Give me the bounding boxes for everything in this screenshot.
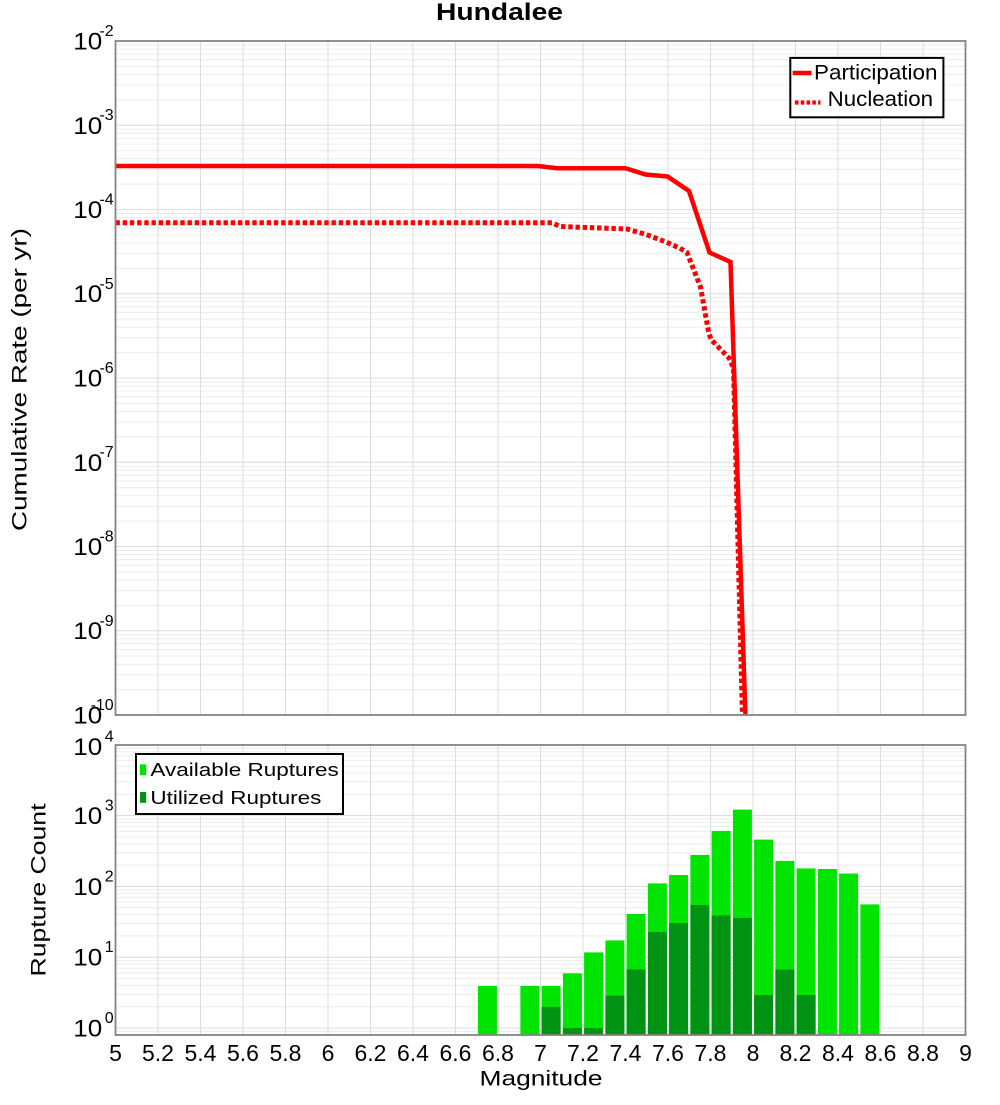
svg-text:5.8: 5.8 — [270, 1040, 302, 1066]
svg-text:10: 10 — [73, 534, 102, 561]
svg-text:10: 10 — [73, 703, 102, 730]
svg-text:-8: -8 — [99, 529, 113, 546]
svg-text:-5: -5 — [99, 276, 113, 293]
svg-text:10: 10 — [73, 197, 102, 224]
svg-text:6.8: 6.8 — [482, 1040, 514, 1066]
svg-text:7.6: 7.6 — [652, 1040, 684, 1066]
svg-text:-7: -7 — [99, 444, 113, 461]
svg-text:8.4: 8.4 — [822, 1040, 854, 1066]
svg-text:7.2: 7.2 — [567, 1040, 599, 1066]
svg-text:-9: -9 — [99, 613, 113, 630]
svg-text:Rupture Count: Rupture Count — [27, 803, 51, 976]
svg-text:5.2: 5.2 — [142, 1040, 174, 1066]
svg-text:Nucleation: Nucleation — [828, 87, 933, 111]
svg-text:10: 10 — [73, 29, 102, 56]
svg-text:10: 10 — [73, 803, 102, 830]
svg-text:3: 3 — [105, 798, 114, 815]
svg-text:Available Ruptures: Available Ruptures — [150, 759, 338, 780]
svg-text:Magnitude: Magnitude — [480, 1067, 603, 1091]
svg-text:7.8: 7.8 — [695, 1040, 727, 1066]
svg-text:7: 7 — [534, 1040, 547, 1066]
svg-text:5.6: 5.6 — [227, 1040, 259, 1066]
svg-text:Participation: Participation — [814, 61, 938, 85]
svg-text:8.6: 8.6 — [865, 1040, 897, 1066]
svg-text:8: 8 — [747, 1040, 760, 1066]
svg-text:1: 1 — [105, 939, 114, 956]
svg-text:10: 10 — [73, 618, 102, 645]
svg-text:10: 10 — [73, 874, 102, 901]
svg-text:10: 10 — [73, 945, 102, 972]
svg-text:-2: -2 — [99, 23, 113, 40]
svg-text:6.4: 6.4 — [397, 1040, 429, 1066]
svg-text:10: 10 — [73, 281, 102, 308]
svg-text:8.2: 8.2 — [780, 1040, 812, 1066]
svg-text:-4: -4 — [99, 192, 113, 209]
svg-text:6.2: 6.2 — [355, 1040, 387, 1066]
svg-text:5.4: 5.4 — [185, 1040, 217, 1066]
svg-text:Utilized Ruptures: Utilized Ruptures — [150, 787, 321, 808]
svg-text:-6: -6 — [99, 360, 113, 377]
svg-text:6: 6 — [322, 1040, 335, 1066]
svg-text:-3: -3 — [99, 107, 113, 124]
svg-text:Cumulative Rate (per yr): Cumulative Rate (per yr) — [8, 228, 32, 531]
svg-text:7.4: 7.4 — [610, 1040, 642, 1066]
svg-text:9: 9 — [959, 1040, 972, 1066]
svg-text:10: 10 — [73, 1016, 102, 1043]
svg-text:10: 10 — [73, 734, 102, 761]
svg-text:8.8: 8.8 — [907, 1040, 939, 1066]
svg-text:-10: -10 — [91, 697, 114, 714]
svg-text:4: 4 — [105, 728, 114, 745]
svg-text:10: 10 — [73, 366, 102, 393]
svg-text:5: 5 — [109, 1040, 122, 1066]
svg-text:2: 2 — [105, 869, 114, 886]
svg-text:6.6: 6.6 — [440, 1040, 472, 1066]
svg-text:10: 10 — [73, 113, 102, 140]
svg-text:0: 0 — [105, 1010, 114, 1027]
svg-text:Hundalee: Hundalee — [436, 0, 563, 26]
svg-text:10: 10 — [73, 450, 102, 477]
